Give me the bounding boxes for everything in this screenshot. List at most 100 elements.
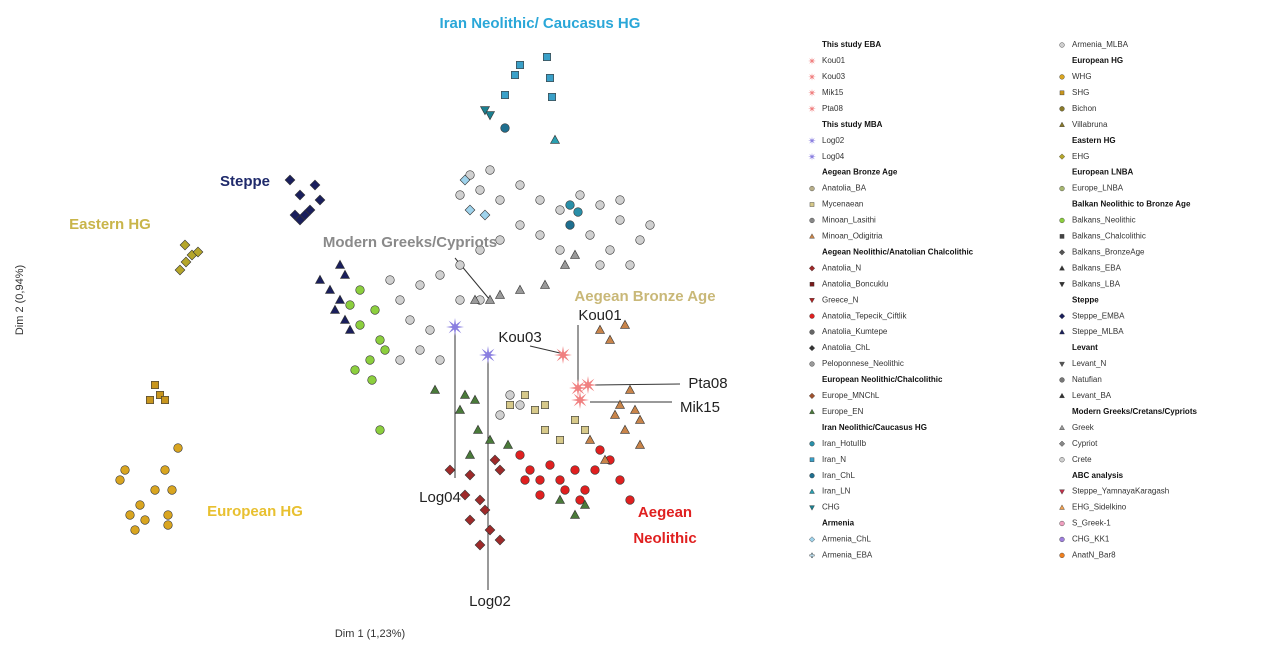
data-point: [590, 465, 600, 475]
sample-label: Kou03: [498, 329, 541, 346]
legend-marker: [1059, 504, 1065, 510]
legend-label: Europe_EN: [822, 407, 864, 416]
legend-marker: [809, 298, 815, 304]
legend-label: Europe_LNBA: [1072, 184, 1124, 193]
data-point: [615, 475, 625, 485]
legend-label: Anatolia_Tepecik_Ciftlik: [822, 311, 907, 320]
cluster-label: Aegean Bronze Age: [574, 288, 715, 305]
data-point: [370, 305, 380, 315]
legend-marker: [809, 233, 815, 239]
legend-marker: [1058, 153, 1066, 160]
data-point: [365, 355, 375, 365]
data-point: [464, 469, 476, 481]
data-point: [395, 355, 405, 365]
data-point: [541, 426, 549, 434]
data-point: [546, 74, 554, 82]
legend-heading: Steppe: [1072, 295, 1099, 304]
data-point: [339, 314, 351, 324]
sample-label: Log04: [419, 489, 461, 506]
cluster-label-line: Aegean: [638, 504, 692, 521]
data-point: [163, 520, 173, 530]
cluster-label: Modern Greeks/Cypriots: [323, 234, 497, 251]
legend-label: Anatolia_Boncuklu: [822, 279, 888, 288]
legend-heading: This study MBA: [822, 120, 883, 129]
data-point: [415, 280, 425, 290]
points: [115, 53, 655, 551]
legend-label: Bichon: [1072, 104, 1096, 113]
legend-heading: Aegean Neolithic/Anatolian Chalcolithic: [822, 247, 974, 256]
data-point: [435, 355, 445, 365]
data-point: [160, 465, 170, 475]
legend-marker: [1059, 217, 1065, 224]
data-point: [545, 460, 555, 470]
legend-label: Armenia_EBA: [822, 551, 873, 560]
data-point: [619, 319, 631, 329]
data-point: [479, 106, 491, 116]
data-point: [515, 450, 525, 460]
legend: This study EBA Kou01 Kou03 Mik15 Pta08 This s…: [808, 40, 1197, 560]
data-point: [525, 465, 535, 475]
data-point: [375, 335, 385, 345]
legend-label: Iran_ChL: [822, 471, 855, 480]
legend-heading: Armenia: [822, 519, 855, 528]
legend-label: Cypriot: [1072, 439, 1098, 448]
data-point: [494, 464, 506, 476]
data-point: [459, 489, 471, 501]
data-point: [585, 230, 595, 240]
legend-label: Minoan_Lasithi: [822, 216, 876, 225]
data-point: [555, 475, 565, 485]
data-point: [615, 215, 625, 225]
data-point: [535, 490, 545, 500]
data-point: [548, 93, 556, 101]
data-point: [474, 539, 486, 551]
data-point: [629, 404, 641, 414]
data-point: [569, 249, 581, 259]
data-point: [565, 220, 575, 230]
legend-marker: [808, 265, 816, 272]
legend-marker: [808, 57, 816, 65]
legend-marker: [1059, 536, 1065, 543]
cluster-label: Iran Neolithic/ Caucasus HG: [440, 15, 641, 32]
legend-marker: [809, 552, 815, 558]
legend-label: Natufian: [1072, 375, 1102, 384]
data-point: [624, 384, 636, 394]
legend-marker: [808, 152, 816, 161]
data-point: [516, 61, 524, 69]
data-point: [479, 504, 491, 516]
legend-marker: [1059, 489, 1065, 495]
legend-label: Mycenaean: [822, 200, 863, 209]
data-point: [173, 443, 183, 453]
data-point: [556, 436, 564, 444]
legend-label: EHG_Sidelkino: [1072, 503, 1127, 512]
data-point: [465, 170, 475, 180]
data-point: [380, 345, 390, 355]
legend-label: CHG: [822, 503, 840, 512]
data-point: [484, 294, 496, 304]
legend-label: Log02: [822, 136, 845, 145]
data-point: [535, 475, 545, 485]
legend-label: Greek: [1072, 423, 1095, 432]
data-point: [494, 534, 506, 546]
data-point: [455, 295, 465, 305]
legend-marker: [808, 392, 816, 399]
data-point: [334, 259, 346, 269]
legend-marker: [1059, 265, 1065, 271]
data-point: [425, 325, 435, 335]
legend-label: EHG: [1072, 152, 1089, 161]
cluster-label-line: Neolithic: [633, 530, 696, 547]
data-point: [579, 376, 597, 394]
legend-marker: [809, 441, 815, 447]
data-point: [619, 424, 631, 434]
data-point: [475, 185, 485, 195]
data-point: [339, 269, 351, 279]
legend-label: Anatolia_N: [822, 263, 861, 272]
data-point: [549, 134, 561, 144]
legend-label: SHG: [1072, 88, 1089, 97]
data-point: [634, 439, 646, 449]
cluster-label: Aegean Neolithic: [633, 504, 696, 547]
legend-label: Balkans_EBA: [1072, 263, 1122, 272]
data-point: [625, 260, 635, 270]
legend-marker: [1059, 74, 1065, 80]
data-point: [570, 465, 580, 475]
legend-label: Log04: [822, 152, 845, 161]
